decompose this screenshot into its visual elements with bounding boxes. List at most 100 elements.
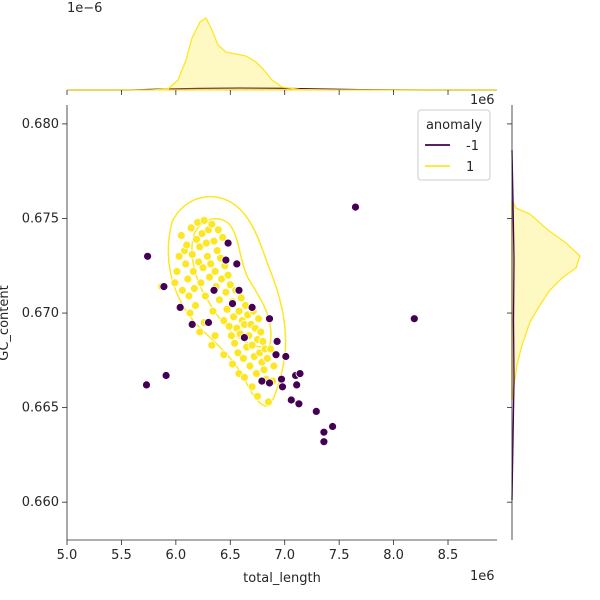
scatter-point-anomaly xyxy=(409,314,419,324)
scatter-point-normal xyxy=(183,274,193,284)
scatter-point-normal xyxy=(217,274,227,284)
scatter-point-anomaly xyxy=(232,259,242,269)
scatter-point-normal xyxy=(219,350,229,360)
scatter-point-normal xyxy=(189,284,199,293)
scatter-point-normal xyxy=(263,397,273,407)
scatter-point-normal xyxy=(225,280,235,290)
scatter-point-normal xyxy=(218,232,228,242)
scatter-point-normal xyxy=(212,246,222,256)
scatter-point-anomaly xyxy=(159,282,169,292)
scatter-point-normal xyxy=(234,306,244,316)
y-axis-label: GC_content xyxy=(0,285,12,360)
scatter-point-normal xyxy=(192,234,201,244)
scatter-point-normal xyxy=(230,338,240,348)
scatter-point-anomaly xyxy=(234,285,244,295)
scatter-point-normal xyxy=(258,336,268,346)
scatter-point-anomaly xyxy=(187,319,197,329)
scatter-point-normal xyxy=(209,236,219,246)
scatter-point-anomaly xyxy=(277,374,286,384)
x-tick-label: 5.5 xyxy=(111,548,132,563)
right-marginal-kde-series-neg1 xyxy=(511,149,515,501)
scatter-point-normal xyxy=(200,291,210,301)
scatter-point-normal xyxy=(224,321,234,331)
legend-label-neg1: -1 xyxy=(466,139,479,154)
scatter-point-anomaly xyxy=(271,350,281,360)
main-plot: 5.0 5.5 6.0 6.5 7.0 7.5 8.0 8.5 0.660 0.665 0.670 0… xyxy=(22,90,512,563)
scatter-point-normal xyxy=(195,242,205,252)
scatter-point-normal xyxy=(182,240,192,250)
x-tick-label: 6.0 xyxy=(166,548,187,563)
scatter-point-normal xyxy=(213,225,223,235)
scatter-point-normal xyxy=(256,327,266,337)
scatter-point-normal xyxy=(191,301,200,310)
top-marginal-offset-text: 1e−6 xyxy=(67,1,102,16)
scatter-point-anomaly xyxy=(247,302,257,312)
scatter-point-normal xyxy=(210,266,220,276)
scatter-point-anomaly xyxy=(161,371,171,380)
scatter-point-anomaly xyxy=(221,255,231,265)
scatter-point-anomaly xyxy=(294,399,304,409)
scatter-point-normal xyxy=(269,361,279,371)
scatter-point-normal xyxy=(187,249,197,259)
scatter-point-normal xyxy=(221,287,231,297)
scatter-point-normal xyxy=(186,223,196,233)
scatter-point-anomaly xyxy=(265,314,274,324)
scatter-point-normal xyxy=(247,340,257,350)
right-marginal-kde-series-1 xyxy=(511,199,581,401)
scatter-point-normal xyxy=(219,316,229,326)
scatter-point-normal xyxy=(245,361,255,371)
scatter-point-normal xyxy=(197,229,207,239)
scatter-point-normal xyxy=(226,331,236,341)
axis-ticks-layer: 5.0 5.5 6.0 6.5 7.0 7.5 8.0 8.5 0.660 0.665 0.670 0… xyxy=(22,90,512,563)
scatter-point-normal xyxy=(176,231,186,240)
scatter-point-normal xyxy=(251,369,261,379)
scatter-point-normal xyxy=(214,295,224,305)
legend-box xyxy=(417,109,491,181)
scatter-point-anomaly xyxy=(143,251,153,261)
y-tick-label: 0.660 xyxy=(22,495,59,510)
y-tick-label: 0.670 xyxy=(22,306,59,321)
scatter-point-normal xyxy=(228,359,237,369)
y-tick-label: 0.675 xyxy=(22,211,59,226)
scatter-point-normal xyxy=(196,278,206,288)
scatter-point-normal xyxy=(199,215,209,225)
scatter-points-layer xyxy=(142,202,419,447)
x-tick-label: 7.0 xyxy=(274,548,295,563)
scatter-point-normal xyxy=(253,391,262,401)
scatter-point-normal xyxy=(188,266,198,276)
scatter-point-normal xyxy=(254,314,264,324)
scatter-point-anomaly xyxy=(319,427,329,437)
scatter-point-normal xyxy=(207,219,217,229)
scatter-point-normal xyxy=(247,382,257,392)
scatter-point-normal xyxy=(195,327,205,337)
scatter-point-normal xyxy=(202,251,212,261)
scatter-point-normal xyxy=(229,312,239,322)
scatter-point-anomaly xyxy=(351,202,360,212)
scatter-point-anomaly xyxy=(223,238,233,248)
scatter-point-anomaly xyxy=(311,406,321,416)
scatter-point-anomaly xyxy=(319,437,329,447)
scatter-point-normal xyxy=(185,308,195,318)
scatter-point-anomaly xyxy=(295,369,305,379)
scatter-point-normal xyxy=(239,372,249,382)
scatter-point-anomaly xyxy=(286,395,296,405)
scatter-point-normal xyxy=(236,293,246,303)
top-marginal-kde-series-1 xyxy=(67,17,497,91)
scatter-point-anomaly xyxy=(204,318,213,327)
x-offset-text: 1e6 xyxy=(470,569,495,584)
x-tick-label: 8.0 xyxy=(383,548,404,563)
scatter-point-anomaly xyxy=(142,380,151,390)
scatter-point-anomaly xyxy=(228,299,237,309)
scatter-point-normal xyxy=(177,285,187,295)
scatter-point-normal xyxy=(262,353,272,363)
scatter-point-anomaly xyxy=(281,352,291,361)
scatter-point-anomaly xyxy=(278,382,287,392)
scatter-point-normal xyxy=(210,331,220,341)
scatter-point-anomaly xyxy=(257,376,267,386)
x-tick-label: 8.5 xyxy=(438,548,459,563)
top-marginal: 1e−6 xyxy=(67,1,497,91)
scatter-point-anomaly xyxy=(292,380,302,390)
scatter-point-normal xyxy=(206,259,216,269)
scatter-point-normal xyxy=(222,304,232,314)
